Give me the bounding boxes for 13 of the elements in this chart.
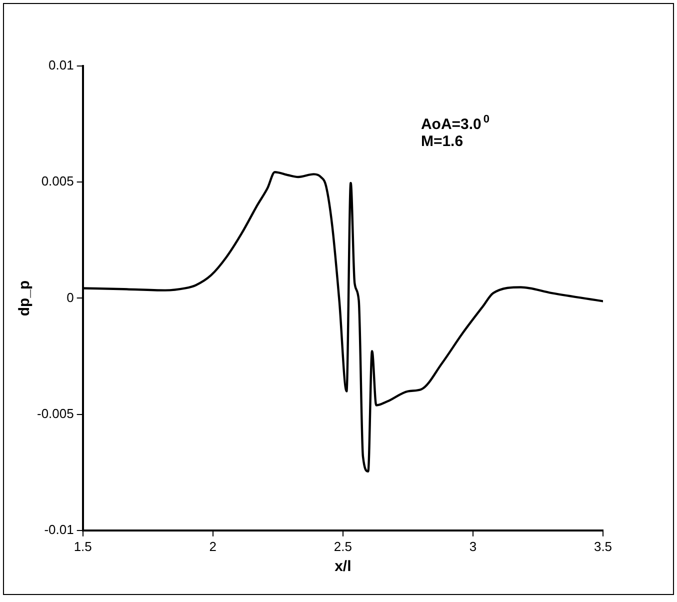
y-tick-label: 0 [66,290,74,305]
x-tick-label: 2.5 [334,538,352,554]
x-tick-label: 1.5 [74,538,92,554]
y-tick-label: 0.01 [48,58,74,73]
y-tick-label: -0.01 [44,522,74,537]
x-tick-label: 2 [209,538,217,554]
x-tick-label: 3 [469,538,477,554]
y-tick-label: -0.005 [36,406,74,421]
annotation: M=1.6 [420,133,464,150]
x-tick-label: 3.5 [594,538,612,554]
x-axis-title: x/l [334,558,352,576]
y-axis-title: dp_p [16,280,34,316]
y-tick-label: 0.005 [41,174,74,189]
